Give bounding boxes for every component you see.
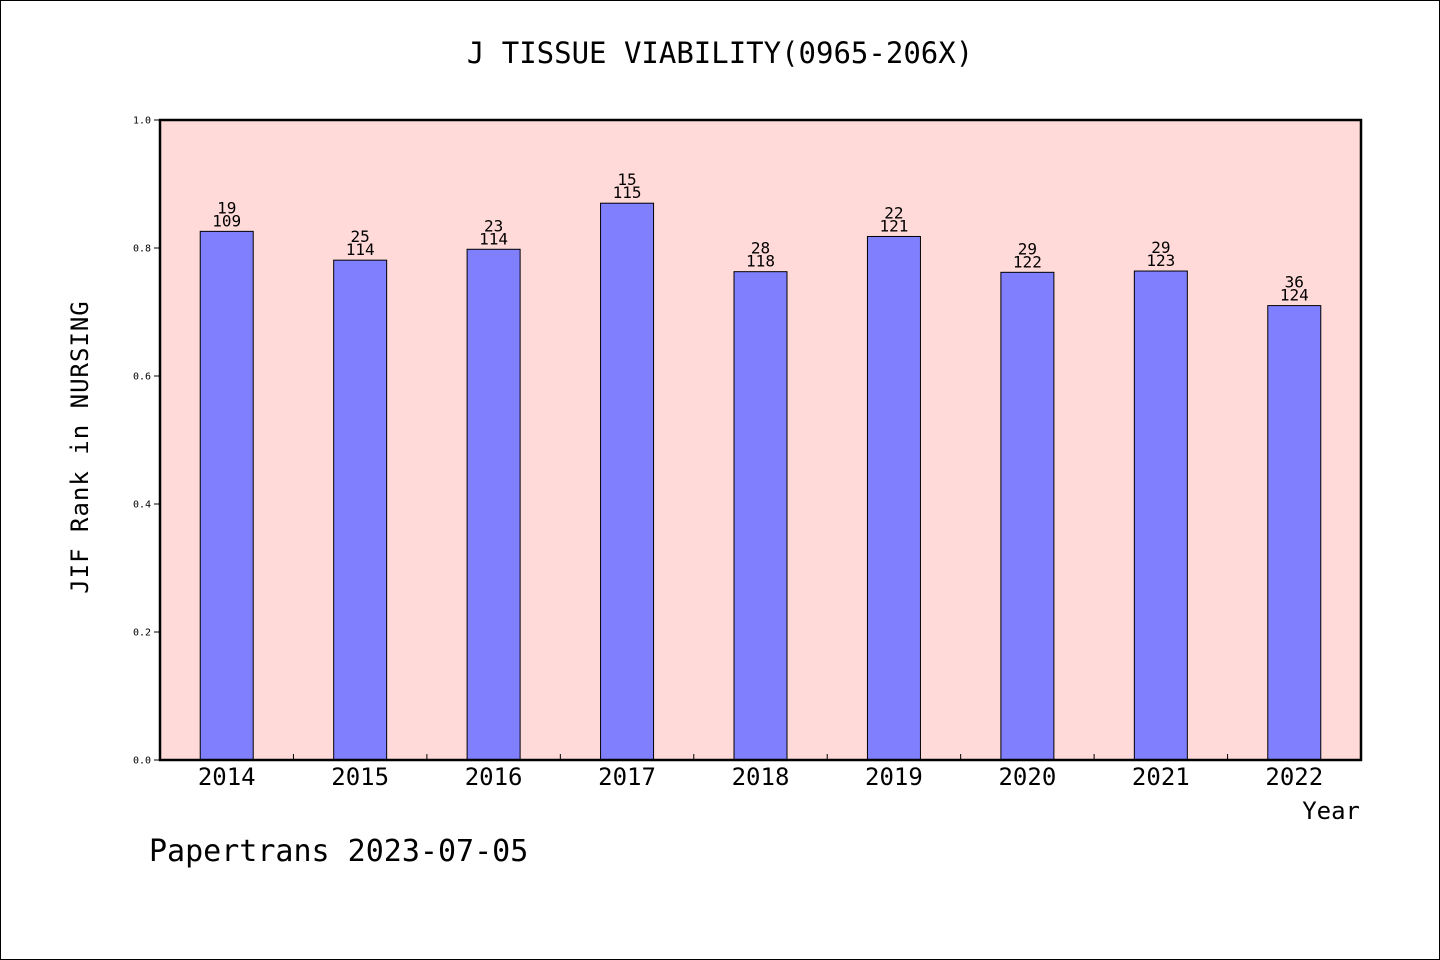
x-tick-label: 2020 [998, 763, 1056, 791]
bar-total-label: 115 [613, 183, 642, 202]
y-tick-label: 0.2 [133, 628, 151, 639]
bar [1267, 305, 1322, 761]
x-tick-label: 2017 [598, 763, 656, 791]
bar-rank-label: 25 [351, 227, 370, 246]
y-tick-label: 0.6 [133, 372, 151, 383]
bar-rank-label: 23 [484, 216, 503, 235]
plot-border [158, 118, 1363, 762]
bar-rank-label: 36 [1285, 273, 1304, 292]
x-tick-label: 2014 [198, 763, 256, 791]
y-tick-label: 1.0 [133, 116, 151, 127]
bar [600, 202, 655, 761]
y-tick-label: 0.4 [133, 500, 151, 511]
bar [733, 271, 788, 761]
y-tick-label: 0.8 [133, 244, 151, 255]
x-tick-label: 2019 [865, 763, 923, 791]
bar-rank-label: 29 [1018, 239, 1037, 258]
x-axis-label: Year [1302, 797, 1360, 825]
bar [1000, 271, 1055, 761]
bar-total-label: 109 [212, 211, 241, 230]
x-tick-label: 2022 [1265, 763, 1323, 791]
bar [333, 259, 388, 761]
x-tick-label: 2021 [1132, 763, 1190, 791]
bar-rank-label: 22 [884, 203, 903, 222]
x-tick-label: 2016 [465, 763, 523, 791]
bar-total-label: 123 [1146, 251, 1175, 270]
bar [1133, 270, 1188, 761]
x-tick-label: 2018 [732, 763, 790, 791]
chart-title: J TISSUE VIABILITY(0965-206X) [466, 36, 974, 70]
bar [466, 248, 521, 761]
bar-total-label: 114 [479, 229, 508, 248]
bar-total-label: 118 [746, 252, 775, 271]
y-tick-label: 0.0 [133, 756, 151, 767]
footer-credit: Papertrans 2023-07-05 [149, 834, 529, 869]
bar-total-label: 114 [346, 240, 375, 259]
bar-rank-label: 29 [1151, 238, 1170, 257]
bar [199, 230, 254, 761]
bar [866, 235, 921, 761]
bar-rank-label: 15 [617, 170, 636, 189]
x-tick-label: 2015 [331, 763, 389, 791]
bar-rank-label: 19 [217, 198, 236, 217]
bar-total-label: 122 [1013, 252, 1042, 271]
bar-total-label: 124 [1280, 286, 1309, 305]
bar-rank-label: 28 [751, 239, 770, 258]
bar-total-label: 121 [879, 216, 908, 235]
